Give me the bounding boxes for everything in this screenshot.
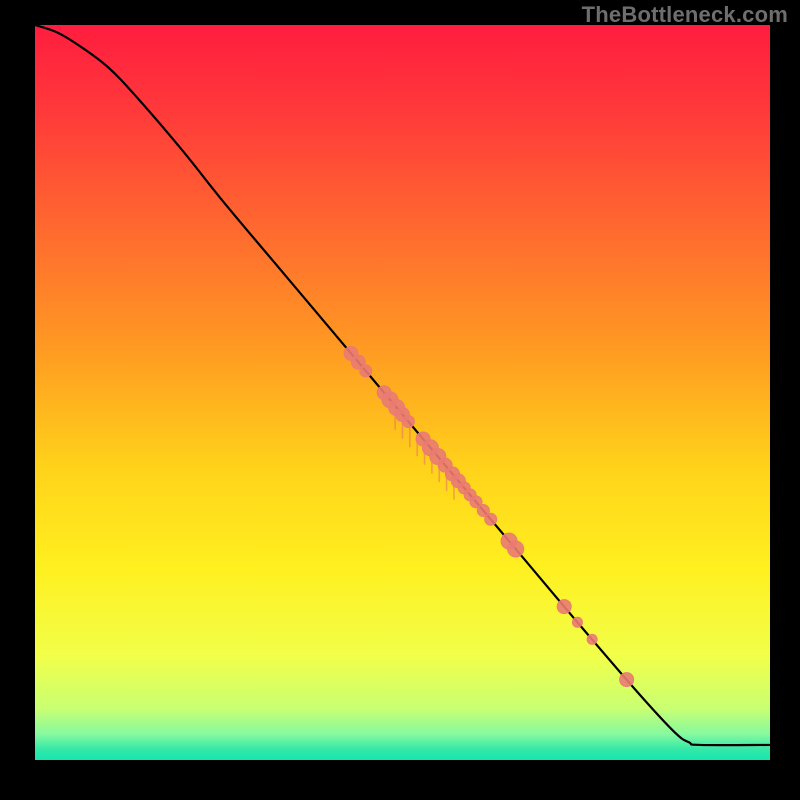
chart-svg: [35, 25, 770, 760]
watermark-label: TheBottleneck.com: [582, 2, 788, 28]
data-marker: [620, 673, 634, 687]
data-marker: [508, 541, 524, 557]
plot-area: [35, 25, 770, 760]
data-marker: [572, 617, 582, 627]
gradient-background: [35, 25, 770, 760]
data-marker: [587, 634, 597, 644]
data-marker: [360, 365, 372, 377]
data-marker: [485, 513, 497, 525]
data-marker: [402, 416, 414, 428]
chart-stage: TheBottleneck.com: [0, 0, 800, 800]
data-marker: [557, 600, 571, 614]
